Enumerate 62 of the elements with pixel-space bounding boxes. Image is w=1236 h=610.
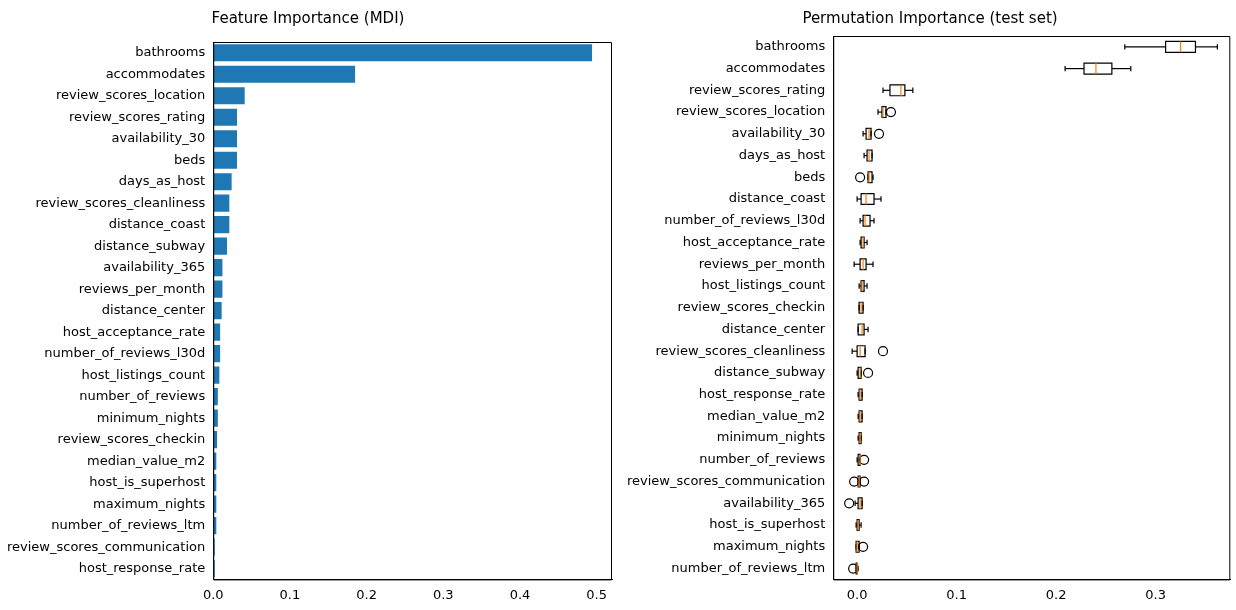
y-tick-label: availability_365	[723, 494, 826, 510]
y-tick-label: host_listings_count	[701, 277, 826, 293]
y-tick-label: host_acceptance_rate	[682, 233, 826, 249]
y-tick-label: number_of_reviews_l30d	[44, 345, 206, 361]
y-tick-label: distance_center	[101, 302, 206, 318]
y-tick-label: days_as_host	[118, 173, 206, 189]
x-tick-label: 0.4	[509, 586, 531, 602]
y-tick-label: host_response_rate	[698, 386, 826, 402]
x-tick-label: 0.3	[1145, 586, 1167, 602]
x-tick-label: 0.0	[846, 586, 868, 602]
y-tick-label: review_scores_rating	[689, 81, 826, 97]
y-tick-label: review_scores_communication	[627, 472, 826, 488]
y-tick-label: distance_subway	[94, 237, 206, 253]
y-tick-label: number_of_reviews	[79, 388, 206, 404]
y-tick-label: number_of_reviews_ltm	[51, 517, 206, 533]
y-tick-label: review_scores_location	[55, 87, 206, 103]
y-tick-label: number_of_reviews	[699, 451, 826, 467]
y-tick-label: availability_365	[103, 259, 206, 275]
y-tick-label: availability_30	[731, 125, 826, 141]
x-tick-label: 0.2	[1045, 586, 1067, 602]
x-tick-label: 0.0	[202, 586, 224, 602]
y-tick-label: beds	[173, 151, 206, 167]
y-tick-label: bathrooms	[135, 44, 206, 60]
y-tick-label: minimum_nights	[716, 429, 826, 445]
y-tick-label: beds	[793, 168, 826, 184]
y-tick-label: review_scores_checkin	[677, 299, 826, 315]
chart-title: Feature Importance (MDI)	[211, 8, 405, 27]
y-tick-label: distance_coast	[108, 216, 206, 232]
y-tick-label: host_listings_count	[81, 366, 206, 382]
y-tick-label: host_is_superhost	[709, 516, 826, 532]
y-tick-label: maximum_nights	[713, 538, 826, 554]
y-tick-label: accommodates	[105, 65, 206, 81]
y-tick-label: number_of_reviews_l30d	[664, 212, 826, 228]
y-tick-label: distance_coast	[728, 190, 826, 206]
x-tick-label: 0.2	[356, 586, 377, 602]
y-tick-label: review_scores_location	[675, 103, 826, 119]
x-tick-label: 0.3	[432, 586, 454, 602]
y-tick-label: median_value_m2	[87, 452, 206, 468]
y-tick-label: reviews_per_month	[78, 280, 206, 296]
x-tick-label: 0.5	[586, 586, 608, 602]
y-tick-label: review_scores_rating	[69, 108, 206, 124]
y-tick-label: minimum_nights	[96, 409, 206, 425]
y-tick-label: review_scores_communication	[7, 538, 206, 554]
y-tick-label: number_of_reviews_ltm	[671, 559, 826, 575]
y-tick-label: host_acceptance_rate	[62, 323, 206, 339]
y-tick-label: host_is_superhost	[89, 474, 206, 490]
y-tick-label: distance_subway	[714, 364, 826, 380]
y-tick-label: reviews_per_month	[698, 255, 826, 271]
y-tick-label: days_as_host	[738, 146, 826, 162]
chart-title: Permutation Importance (test set)	[802, 8, 1058, 27]
y-tick-label: accommodates	[725, 59, 826, 75]
y-tick-label: host_response_rate	[78, 560, 206, 576]
y-tick-label: review_scores_checkin	[57, 431, 206, 447]
y-tick-label: median_value_m2	[707, 407, 826, 423]
x-tick-label: 0.1	[279, 586, 301, 602]
x-tick-label: 0.1	[946, 586, 967, 602]
y-tick-label: review_scores_cleanliness	[655, 342, 826, 358]
y-tick-label: review_scores_cleanliness	[35, 194, 206, 210]
y-tick-label: bathrooms	[755, 38, 826, 54]
y-tick-label: distance_center	[721, 320, 826, 336]
y-tick-label: availability_30	[111, 130, 206, 146]
y-tick-label: maximum_nights	[93, 495, 206, 511]
